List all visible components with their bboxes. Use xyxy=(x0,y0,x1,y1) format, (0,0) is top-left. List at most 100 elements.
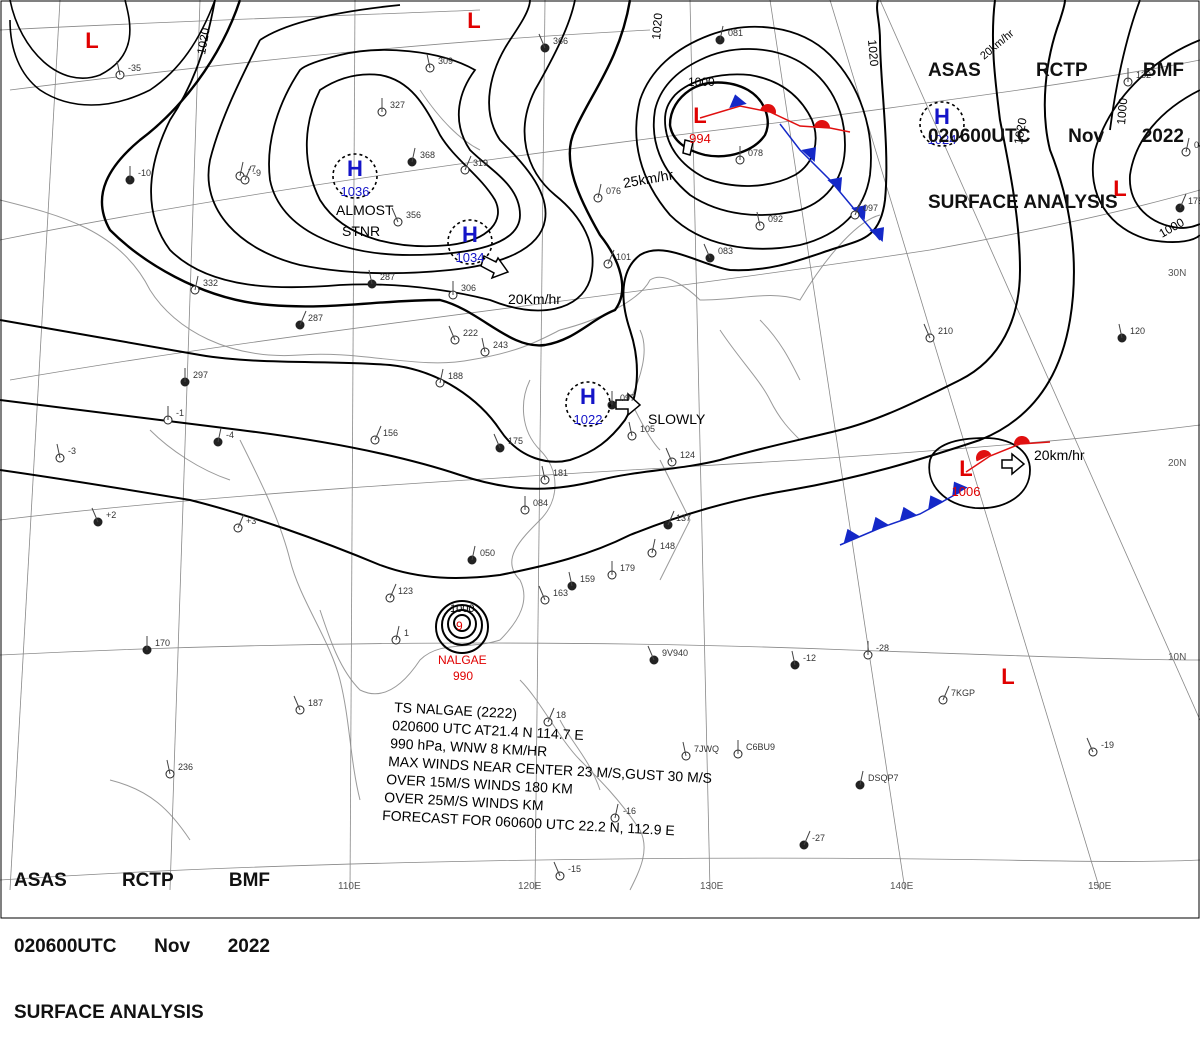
isobar-label: 1000 xyxy=(1114,97,1130,125)
low-pressure-center: L xyxy=(467,8,480,33)
weather-map: 366 309 327 368 319 356 287 306 332 287 222 243 297 1… xyxy=(0,0,1200,919)
wind-barb xyxy=(682,741,687,757)
station-value: 084 xyxy=(533,498,548,508)
wind-barb xyxy=(217,427,222,443)
wind-barb xyxy=(547,707,555,723)
wind-barb xyxy=(859,770,864,786)
station-value: -19 xyxy=(1101,740,1114,750)
station-value: -35 xyxy=(128,63,141,73)
fronts xyxy=(699,94,1051,546)
pressure-symbol: H xyxy=(462,222,478,247)
pressure-value: 1006 xyxy=(952,484,981,499)
cold-front-triangle xyxy=(899,506,917,522)
wind-barb xyxy=(56,443,61,459)
wind-barb xyxy=(237,513,245,529)
isobars xyxy=(0,0,1200,579)
header-station: RCTP xyxy=(1035,60,1088,81)
pressure-symbol: L xyxy=(85,28,98,53)
graticule xyxy=(0,0,1200,891)
station-value: 297 xyxy=(193,370,208,380)
typhoon-pressure: 990 xyxy=(453,669,473,683)
station-value: 7JWQ xyxy=(694,744,719,754)
bulletin-line: TS NALGAE (2222) xyxy=(394,699,518,721)
station-value: 120 xyxy=(1130,326,1145,336)
pressure-value: 1034 xyxy=(456,250,485,265)
station-value: 148 xyxy=(660,541,675,551)
station-value: +3 xyxy=(246,516,256,526)
wind-barb xyxy=(665,447,673,463)
wind-barb xyxy=(607,249,615,265)
cold-front-triangle xyxy=(801,147,817,163)
isobar-label: 1020 xyxy=(194,26,212,55)
station-value: 327 xyxy=(390,100,405,110)
speed-label: 20Km/hr xyxy=(508,291,561,307)
typhoon-center: 9 xyxy=(456,619,463,633)
isobar-labels: 1020 1020 1020 1020 1000 1000 1000 xyxy=(194,12,1187,240)
station-value: 210 xyxy=(938,326,953,336)
station-value: 170 xyxy=(155,638,170,648)
wind-barb xyxy=(389,583,397,599)
cold-front-triangle xyxy=(869,227,885,243)
station-value: 9V940 xyxy=(662,648,688,658)
station-value: 179 xyxy=(620,563,635,573)
header-month: Nov xyxy=(1068,126,1105,147)
station-value: 368 xyxy=(420,150,435,160)
pressure-value: 994 xyxy=(689,131,711,146)
wind-barb xyxy=(299,310,307,326)
motion-arrows xyxy=(480,139,1026,476)
station-value: 287 xyxy=(380,272,395,282)
wind-barb xyxy=(803,830,811,846)
station-value: -4 xyxy=(226,430,234,440)
wind-barb xyxy=(923,323,931,339)
lon-label: 150E xyxy=(1088,881,1112,892)
wind-barb xyxy=(391,207,399,223)
station-value: -3 xyxy=(68,446,76,456)
header-code: BMF xyxy=(228,870,270,891)
wind-barb xyxy=(1118,323,1123,339)
station-value: -7 xyxy=(248,164,256,174)
station-value: 243 xyxy=(493,340,508,350)
pressure-symbol: H xyxy=(934,104,950,129)
wind-barb xyxy=(553,861,561,877)
station-value: 076 xyxy=(606,186,621,196)
wind-barb xyxy=(756,211,761,227)
wind-barb xyxy=(597,183,602,199)
station-value: 175 xyxy=(508,436,523,446)
station-markers xyxy=(55,25,1191,881)
cold-front-triangle xyxy=(729,94,747,109)
lon-label: 130E xyxy=(700,881,724,892)
station-value: 319 xyxy=(473,158,488,168)
lon-label: 110E xyxy=(338,881,361,892)
wind-barb xyxy=(647,645,655,661)
cold-front-triangle xyxy=(871,516,889,532)
coastlines xyxy=(0,89,881,891)
station-value: 124 xyxy=(680,450,695,460)
wind-barb xyxy=(426,53,431,69)
station-value: 356 xyxy=(406,210,421,220)
wind-barb xyxy=(719,25,724,41)
wind-barb xyxy=(1179,193,1187,209)
pressure-symbol: L xyxy=(693,103,706,128)
station-value: 287 xyxy=(308,313,323,323)
warm-front-semicircle xyxy=(976,450,992,462)
wind-barb xyxy=(395,625,400,641)
header-title: SURFACE ANALYSIS xyxy=(928,192,1118,213)
wind-barb xyxy=(1086,737,1094,753)
station-value: 156 xyxy=(383,428,398,438)
lat-label: 10N xyxy=(1168,652,1186,663)
low-pressure-center: L 1006 xyxy=(952,456,981,499)
speed-label: 20km/hr xyxy=(1034,447,1085,463)
wind-barb xyxy=(116,60,121,76)
lon-label: 120E xyxy=(518,881,542,892)
wind-barb xyxy=(493,433,501,449)
header-agency: ASAS xyxy=(928,60,981,81)
isobar-label: 1020 xyxy=(1011,116,1029,145)
wind-barb xyxy=(239,161,244,177)
header-agency: ASAS xyxy=(14,870,67,891)
wind-barb xyxy=(91,507,99,523)
slowly-label: SLOWLY xyxy=(648,411,706,427)
station-value: 048 xyxy=(1194,140,1200,150)
wind-barb xyxy=(166,759,171,775)
low-pressure-center: L xyxy=(85,28,98,53)
warm-front-semicircle xyxy=(760,104,776,114)
